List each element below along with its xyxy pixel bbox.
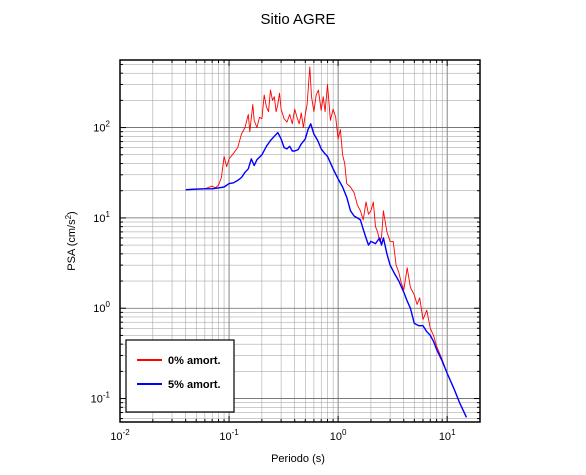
x-tick-label: 101: [439, 428, 456, 443]
y-axis-title-sup: 2: [64, 214, 73, 219]
chart-title: Sitio AGRE: [260, 11, 335, 28]
series-lines: [185, 66, 468, 418]
plot-frame: [119, 59, 481, 423]
y-tick-label: 100: [93, 300, 110, 315]
y-axis-title-base: PSA (cm/s: [66, 219, 78, 271]
legend-label-0-amort: 0% amort.: [168, 355, 221, 367]
y-tick-label: 101: [93, 210, 110, 225]
grid-lines: [119, 60, 481, 422]
legend: 0% amort. 5% amort.: [125, 339, 235, 413]
series-line-5-amort: [185, 123, 468, 418]
y-tick-label: 102: [93, 120, 110, 135]
x-tick-label: 10-1: [219, 428, 239, 443]
x-tick-label: 100: [330, 428, 347, 443]
x-axis-title: Periodo (s): [271, 453, 325, 465]
y-axis-title-tail: ): [66, 211, 78, 215]
y-tick-labels: 10-1 100 101 102: [91, 120, 111, 406]
x-tick-labels: 10-2 10-1 100 101: [110, 428, 456, 443]
legend-label-5-amort: 5% amort.: [168, 379, 221, 391]
legend-box: [125, 339, 235, 413]
y-axis-title: PSA (cm/s2): [64, 211, 78, 270]
series-line-0-amort: [185, 66, 467, 418]
y-tick-label: 10-1: [91, 391, 111, 406]
x-tick-label: 10-2: [110, 428, 130, 443]
